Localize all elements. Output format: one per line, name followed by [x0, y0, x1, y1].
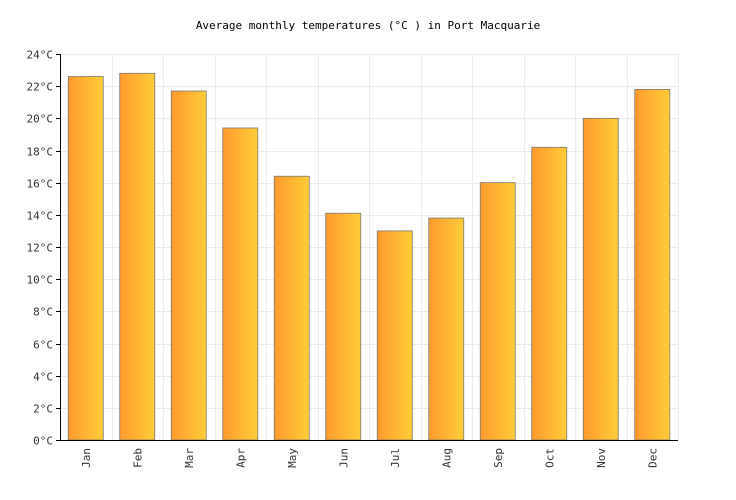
bar-jan [67, 76, 104, 441]
y-axis-ticks: 0°C 2°C 4°C 6°C 8°C 10°C 12°C 14°C 16°C 18°C 20°C 2… [27, 49, 54, 448]
y-tick-label: 10°C [27, 274, 54, 287]
y-tick-label: 14°C [27, 210, 54, 223]
bar-nov [582, 117, 619, 441]
y-tick-label: 2°C [33, 403, 53, 416]
bars [67, 72, 671, 441]
y-tick-label: 4°C [33, 371, 53, 384]
y-tick-label: 20°C [27, 113, 54, 126]
y-tick-label: 0°C [33, 435, 53, 448]
y-tick-label: 8°C [33, 306, 53, 319]
y-tick-label: 18°C [27, 146, 54, 159]
chart-title: Average monthly temperatures (°C ) in Po… [195, 19, 541, 32]
x-tick-label: Aug [440, 448, 453, 468]
bar-sep [479, 182, 516, 441]
bar-aug [428, 217, 465, 441]
bar-oct [531, 146, 568, 441]
bar-feb [119, 72, 156, 441]
x-tick-label: Sep [492, 448, 505, 468]
y-tick-label: 16°C [27, 178, 54, 191]
x-tick-label: Oct [543, 448, 556, 468]
x-tick-label: Nov [595, 448, 608, 468]
x-axis-ticks: Jan Feb Mar Apr May Jun Jul Aug Sep Oct Nov Dec [80, 448, 660, 468]
y-tick-label: 24°C [27, 49, 54, 62]
y-tick-label: 6°C [33, 339, 53, 352]
x-tick-label: Apr [234, 448, 247, 468]
bar-jun [325, 212, 362, 441]
bar-dec [634, 88, 671, 441]
x-tick-label: Jul [389, 448, 402, 468]
y-tick-label: 12°C [27, 242, 54, 255]
bar-apr [222, 127, 259, 441]
x-tick-label: Feb [131, 448, 144, 468]
bar-jul [376, 230, 413, 441]
axes [56, 54, 678, 441]
x-tick-label: Jun [337, 448, 350, 468]
bar-may [273, 175, 310, 441]
x-tick-label: Jan [80, 448, 93, 468]
x-tick-label: May [286, 448, 299, 468]
grid-lines [60, 54, 679, 441]
bar-mar [170, 90, 207, 441]
y-tick-label: 22°C [27, 81, 54, 94]
x-tick-label: Mar [183, 448, 196, 468]
x-tick-label: Dec [646, 448, 659, 468]
